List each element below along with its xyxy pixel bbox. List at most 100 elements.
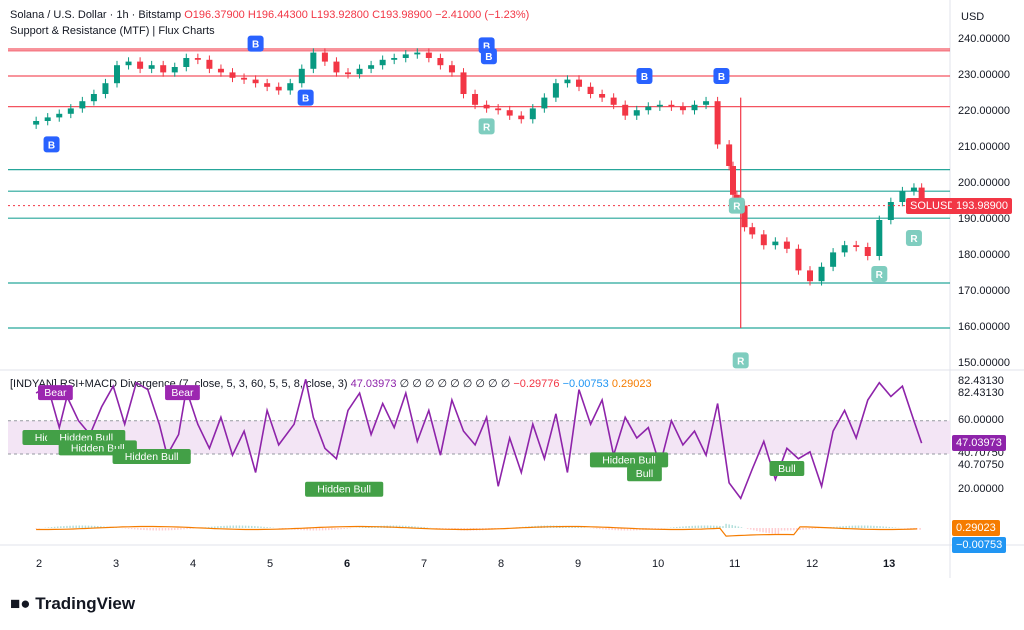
candle-body [818, 266, 825, 282]
currency-label[interactable]: USD [961, 11, 985, 23]
candle-body [241, 77, 248, 80]
time-tick-label: 4 [190, 558, 197, 570]
candle-body [287, 83, 294, 91]
candle-body [760, 234, 767, 246]
candle-body [448, 65, 455, 73]
label-box [38, 385, 73, 401]
candle-body [726, 144, 733, 166]
signal-label: R [876, 270, 884, 281]
label-text: Bull [778, 463, 796, 475]
rsi-legend: [INDYAN] RSI+MACD Divergence (7, close, … [10, 377, 652, 390]
candle-body [137, 61, 144, 69]
signal-label: R [483, 122, 491, 133]
close-value: C193.98900 [372, 9, 433, 21]
macd-value-1: −0.29776 [513, 378, 560, 390]
candle-body [425, 52, 432, 58]
candle-body [321, 52, 328, 62]
macd-value-2: −0.00753 [562, 378, 609, 390]
candle-body [495, 108, 502, 111]
candle-body [472, 94, 479, 105]
price-tick-label: 240.00000 [958, 33, 1010, 45]
price-tick-label: 160.00000 [958, 321, 1010, 333]
candle-body [148, 65, 155, 69]
retest-signal-marker: R [905, 230, 922, 246]
candle-body [414, 52, 421, 55]
tv-logo-icon: ■● [10, 594, 31, 613]
buy-signal-marker: B [713, 68, 730, 84]
buy-signal-marker: B [480, 48, 497, 65]
signal-label: B [48, 140, 55, 151]
macd-value-tag: 0.29023 [952, 520, 1000, 536]
candle-body [379, 59, 386, 66]
candle-body [310, 52, 317, 69]
candle-body [171, 67, 178, 73]
bull-divergence-label: Hidden Bull [112, 448, 191, 464]
signal-box [297, 89, 314, 106]
label-text: Hidden Bull [602, 454, 656, 466]
candle-body [206, 59, 213, 69]
time-tick-label: 2 [36, 558, 43, 570]
bear-divergence-label: Bear [38, 385, 73, 401]
candle-body [79, 101, 86, 109]
candle-body [160, 65, 167, 73]
change-value: −2.41000 (−1.23%) [435, 9, 530, 21]
time-tick-label: 13 [883, 558, 896, 570]
candle-body [691, 104, 698, 111]
candle-body [518, 115, 525, 120]
signal-label: B [252, 40, 259, 51]
candle-body [714, 101, 721, 145]
signal-box [480, 48, 497, 65]
retest-signal-marker: R [871, 266, 888, 282]
candle-body [541, 97, 548, 109]
symbol-title: Solana / U.S. Dollar · 1h · Bitstamp [10, 9, 182, 21]
candle-body [656, 104, 663, 107]
candle-body [252, 79, 259, 84]
label-box [769, 461, 805, 477]
candle-body [437, 58, 444, 66]
candle-body [275, 86, 282, 91]
candle-body [853, 245, 860, 247]
label-text: Bear [44, 387, 67, 399]
signal-box [636, 68, 653, 84]
candle-body [229, 72, 236, 78]
buy-signal-marker: B [43, 136, 60, 153]
candle-body [668, 104, 675, 107]
rsi-null-values: ∅ ∅ ∅ ∅ ∅ ∅ ∅ ∅ ∅ [399, 378, 511, 390]
signal-box [905, 230, 922, 246]
retest-signal-marker: R [728, 197, 745, 214]
candle-body [460, 72, 467, 94]
time-tick-label: 12 [806, 558, 819, 570]
rsi-value: 47.03973 [350, 378, 397, 390]
bull-divergence-label: Bull [769, 461, 805, 477]
signal-label: B [641, 72, 648, 83]
time-tick-label: 9 [575, 558, 582, 570]
candle-body [864, 247, 871, 256]
candle-body [33, 121, 40, 125]
tradingview-logo[interactable]: ■● TradingView [10, 594, 135, 614]
retest-signal-marker: R [478, 118, 495, 135]
label-box [589, 452, 669, 468]
price-tick-label: 220.00000 [958, 105, 1010, 117]
label-text: Hidden Bull [125, 451, 179, 463]
candle-body [910, 187, 917, 192]
candle-body [730, 166, 736, 195]
candle-body [391, 58, 398, 60]
indicator-title: Support & Resistance (MTF) | Flux Charts [10, 25, 215, 37]
time-tick-label: 6 [344, 558, 351, 570]
candle-body [564, 79, 571, 84]
price-tick-label: 210.00000 [958, 141, 1010, 153]
bull-divergence-label: Hidden Bull [589, 452, 669, 468]
candle-body [772, 241, 779, 246]
brand-name: TradingView [35, 594, 136, 613]
candle-body [795, 248, 802, 271]
price-tick-label: 150.00000 [958, 357, 1010, 369]
bull-divergence-label: Hidden Bull [58, 440, 137, 456]
candle-body [217, 68, 224, 73]
label-text: Hidden Bull [317, 484, 371, 496]
rsi-value-tag: 47.03973 [952, 435, 1006, 452]
price-tick-label: 170.00000 [958, 285, 1010, 297]
price-tick-label: 200.00000 [958, 177, 1010, 189]
candle-body [876, 220, 883, 256]
chart-legend: Solana / U.S. Dollar · 1h · Bitstamp O19… [10, 9, 529, 21]
